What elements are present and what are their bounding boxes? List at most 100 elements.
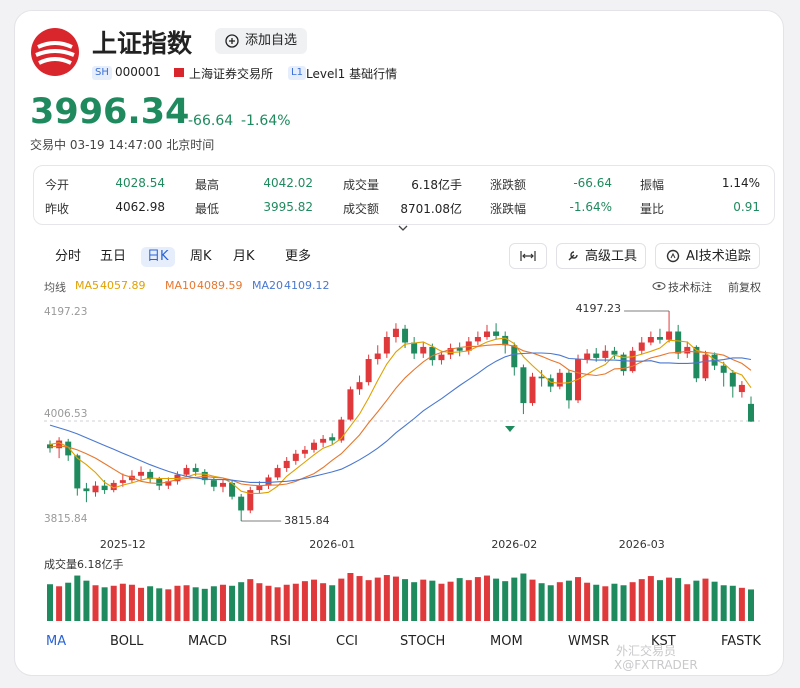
volume-bar — [620, 585, 627, 621]
candle-body — [219, 482, 226, 487]
indicator-tab[interactable]: MACD — [188, 634, 227, 649]
volume-bar — [83, 580, 90, 621]
eye-icon[interactable] — [652, 280, 666, 292]
indicator-tab[interactable]: MA — [46, 634, 67, 649]
candle-body — [210, 480, 217, 487]
candle-body — [283, 460, 290, 469]
candle-body — [438, 354, 445, 361]
candle-body — [311, 442, 318, 450]
indicator-tab[interactable]: RSI — [270, 634, 292, 649]
x-tick-label: 2026-03 — [619, 538, 665, 551]
indicator-tab[interactable]: MOM — [490, 634, 523, 649]
volume-bar — [320, 583, 327, 621]
exchange-logo — [31, 28, 79, 76]
volume-bar — [219, 584, 226, 621]
candle-body — [647, 337, 654, 343]
candle-body — [320, 438, 327, 443]
volume-bar — [729, 585, 736, 621]
y-tick-label: 4006.53 — [44, 408, 87, 420]
volume-bar — [119, 583, 126, 621]
volume-bar — [711, 581, 718, 621]
volume-bar — [183, 585, 190, 621]
index-code: 000001 — [115, 65, 161, 79]
stat-label: 涨跌额 — [490, 178, 527, 192]
volume-bar — [465, 580, 472, 621]
volume-bar — [347, 573, 354, 621]
candle-body — [474, 337, 481, 342]
candle-body — [138, 471, 145, 476]
y-tick-label: 4197.23 — [44, 306, 87, 318]
candle-body — [229, 482, 236, 497]
volume-bar — [720, 585, 727, 621]
volume-bar — [556, 582, 563, 621]
volume-bar — [356, 576, 363, 621]
period-tab[interactable]: 月K — [233, 249, 255, 264]
stat-value: 1.14% — [721, 176, 760, 190]
volume-bar — [438, 583, 445, 621]
volume-bar — [684, 584, 691, 621]
volume-bar — [547, 585, 554, 621]
adjustment-toggle[interactable]: 前复权 — [728, 281, 761, 294]
candle-body — [247, 490, 254, 511]
volume-bar — [374, 577, 381, 621]
candle-body — [748, 403, 754, 422]
candle-body — [238, 496, 245, 511]
period-tab[interactable]: 五日 — [100, 249, 127, 264]
candle-body — [383, 337, 390, 354]
candle-body — [292, 453, 299, 461]
stat-label: 昨收 — [45, 202, 70, 216]
volume-bar — [210, 586, 217, 621]
candle-body — [147, 471, 154, 480]
volume-bar — [702, 578, 709, 621]
candle-body — [110, 482, 117, 491]
ma-legend-name: MA10 — [165, 279, 197, 292]
volume-bar — [156, 588, 163, 621]
volume-bar — [311, 579, 318, 621]
volume-bar — [192, 587, 199, 621]
indicator-tab[interactable]: KST — [651, 634, 676, 649]
level-badge: L1 — [288, 66, 306, 80]
indicator-tab[interactable]: FASTK — [721, 634, 761, 649]
volume-bar — [392, 576, 399, 621]
indicator-tab[interactable]: BOLL — [110, 634, 144, 649]
add-watchlist-button[interactable]: 添加自选 — [215, 28, 307, 54]
expand-chevron[interactable] — [397, 224, 409, 232]
x-tick-label: 2025-12 — [100, 538, 146, 551]
volume-bar — [748, 589, 754, 621]
volume-bar — [138, 587, 145, 621]
stat-label: 最低 — [195, 202, 220, 216]
y-tick-label: 3815.84 — [44, 513, 88, 525]
period-tab[interactable]: 更多 — [285, 249, 312, 264]
volume-bar — [529, 579, 536, 621]
volume-bar — [593, 584, 600, 621]
indicator-tab[interactable]: WMSR — [568, 634, 610, 649]
advanced-tools-button[interactable]: 高级工具 — [556, 243, 646, 269]
volume-label: 成交量6.18亿手 — [44, 557, 124, 571]
volume-bar — [675, 578, 682, 621]
ma-legend-value: 4057.89 — [100, 279, 146, 292]
last-price: 3996.34 — [30, 92, 190, 132]
level-text: Level1 基础行情 — [306, 67, 398, 81]
ma-legend-name: MA5 — [75, 279, 100, 292]
volume-bar — [511, 577, 518, 621]
candle-body — [429, 346, 436, 361]
period-tab[interactable]: 周K — [190, 249, 212, 264]
candle-body — [520, 367, 527, 404]
candle-body — [456, 348, 463, 351]
indicator-tab[interactable]: STOCH — [400, 634, 446, 649]
period-tab[interactable]: 分时 — [55, 249, 82, 264]
annotation-toggle[interactable]: 技术标注 — [668, 281, 712, 294]
ma-line — [49, 352, 752, 483]
ai-tracking-button[interactable]: AI技术追踪 — [655, 243, 760, 269]
fit-button[interactable] — [509, 243, 547, 269]
candle-body — [183, 468, 190, 475]
period-tab[interactable]: 日K — [141, 247, 175, 267]
volume-bar — [165, 589, 172, 621]
ma-legend-value: 4089.59 — [197, 279, 243, 292]
volume-bar — [110, 585, 117, 621]
volume-bar — [456, 578, 463, 621]
volume-bar — [201, 588, 208, 621]
stat-value: -66.64 — [573, 176, 612, 190]
indicator-tab[interactable]: CCI — [336, 634, 358, 649]
min-label: 3815.84 — [284, 514, 330, 527]
